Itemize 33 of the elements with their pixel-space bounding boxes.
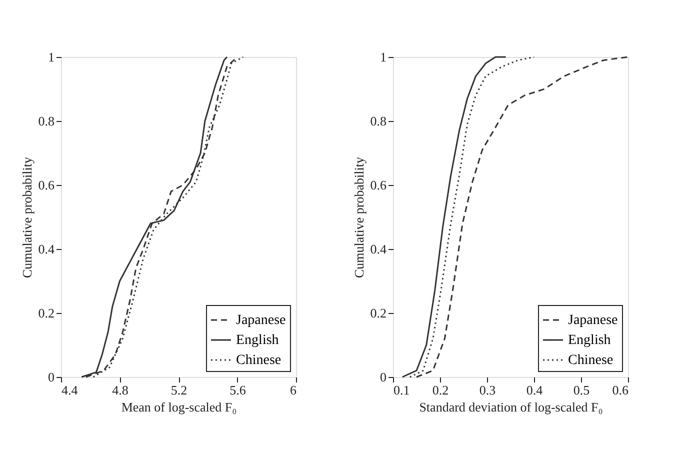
y-tick-label: 0.4 (38, 242, 55, 256)
y-tick-label: 1 (48, 50, 54, 64)
x-tick-label: 0.3 (479, 382, 496, 398)
x-tick-label: 0.6 (612, 382, 629, 398)
legend-label: Chinese (236, 353, 282, 368)
y-tick-label: 0.2 (38, 306, 54, 320)
x-axis-title: Standard deviation of log-scaled F₀ (419, 400, 603, 414)
y-tick-label: 0 (48, 370, 54, 384)
x-tick-label: 0.2 (432, 382, 449, 398)
x-tick-label: 0.4 (526, 382, 544, 398)
x-tick-label: 0.1 (394, 382, 410, 398)
legend-label: Chinese (568, 353, 614, 368)
x-tick-label: 4.8 (112, 382, 128, 398)
y-tick-label: 0.2 (370, 306, 386, 320)
x-tick-label: 0.5 (573, 382, 590, 398)
legend-label: English (568, 333, 611, 348)
y-tick-label: 1 (380, 50, 386, 64)
y-axis-title: Cumulative probability (19, 156, 34, 278)
legend-label: Japanese (568, 313, 618, 328)
y-tick-label: 0.8 (370, 114, 386, 128)
x-tick-label: 6 (290, 382, 297, 398)
y-axis-title: Cumulative probability (351, 156, 366, 278)
y-tick-label: 0.6 (38, 178, 55, 192)
y-tick-label: 0.6 (370, 178, 387, 192)
legend-label: English (236, 333, 279, 348)
x-tick-label: 5.2 (170, 382, 188, 398)
y-tick-label: 0.8 (38, 114, 54, 128)
legend-label: Japanese (236, 313, 286, 328)
x-tick-label: 5.6 (230, 382, 246, 398)
y-tick-label: 0.4 (370, 242, 387, 256)
y-tick-label: 0 (380, 370, 386, 384)
x-axis-title: Mean of log-scaled F₀ (121, 400, 237, 414)
x-tick-label: 4.4 (62, 382, 78, 398)
